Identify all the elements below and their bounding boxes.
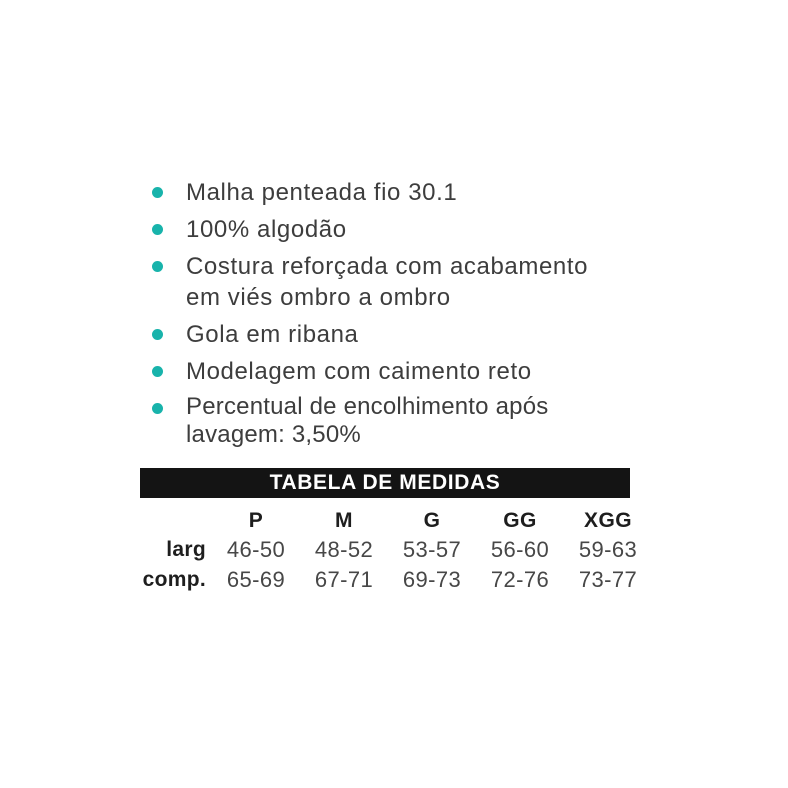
table-cell: 73-77 (578, 567, 638, 592)
feature-text: 100% algodão (186, 214, 347, 245)
feature-line: Malha penteada fio 30.1 (186, 179, 458, 206)
feature-item-shrinkage: Percentual de encolhimento após lavagem:… (151, 393, 651, 449)
table-cell: 67-71 (314, 567, 374, 592)
bullet-icon (152, 329, 163, 340)
bullet-icon (152, 224, 163, 235)
table-cell: 69-73 (402, 567, 462, 592)
feature-item-fabric: Malha penteada fio 30.1 (151, 177, 651, 208)
table-row-width: larg 46-50 48-52 53-57 56-60 59-63 (140, 535, 652, 565)
bullet-icon (152, 187, 163, 198)
table-cell: 59-63 (578, 537, 638, 562)
table-header-row: P M G GG XGG (140, 507, 652, 535)
feature-text: Percentual de encolhimento após lavagem:… (186, 393, 548, 449)
table-cell: 53-57 (402, 537, 462, 562)
bullet-icon (152, 403, 163, 414)
table-title: TABELA DE MEDIDAS (269, 471, 501, 494)
size-column-header-gg: GG (503, 509, 537, 532)
feature-item-collar: Gola em ribana (151, 319, 651, 350)
feature-text: Costura reforçada com acabamento em viés… (186, 251, 588, 313)
feature-line: 100% algodão (186, 216, 347, 243)
size-column-header-p: P (248, 509, 264, 532)
feature-text: Malha penteada fio 30.1 (186, 177, 457, 208)
feature-line: Gola em ribana (186, 321, 359, 348)
bullet-icon (152, 261, 163, 272)
size-column-header-xgg: XGG (584, 509, 632, 532)
table-cell: 46-50 (226, 537, 286, 562)
table-cell: 48-52 (314, 537, 374, 562)
feature-list: Malha penteada fio 30.1 100% algodão Cos… (151, 177, 651, 455)
bullet-icon (152, 366, 163, 377)
feature-line: Costura reforçada com acabamento (186, 253, 589, 280)
table-title-bar: TABELA DE MEDIDAS (140, 468, 630, 498)
table-cell: 72-76 (490, 567, 550, 592)
feature-item-fit: Modelagem com caimento reto (151, 356, 651, 387)
table-cell: 56-60 (490, 537, 550, 562)
size-column-header-m: M (335, 509, 353, 532)
row-label-comp: comp. (142, 568, 206, 591)
feature-item-cotton: 100% algodão (151, 214, 651, 245)
table-row-length: comp. 65-69 67-71 69-73 72-76 73-77 (140, 565, 652, 595)
feature-line: lavagem: 3,50% (186, 421, 361, 448)
measurements-table: P M G GG XGG larg 46-50 48-52 53-57 56-6… (140, 507, 652, 595)
table-cell: 65-69 (226, 567, 286, 592)
feature-line: Percentual de encolhimento após (186, 393, 549, 420)
table-corner-spacer (140, 507, 212, 535)
feature-text: Gola em ribana (186, 319, 359, 350)
feature-text: Modelagem com caimento reto (186, 356, 532, 387)
feature-item-seams: Costura reforçada com acabamento em viés… (151, 251, 651, 313)
feature-line: Modelagem com caimento reto (186, 358, 532, 385)
size-table-section: TABELA DE MEDIDAS P M G GG XGG larg 46-5… (140, 468, 652, 595)
row-label-larg: larg (166, 538, 206, 561)
size-column-header-g: G (423, 509, 441, 532)
feature-line: em viés ombro a ombro (186, 284, 451, 311)
